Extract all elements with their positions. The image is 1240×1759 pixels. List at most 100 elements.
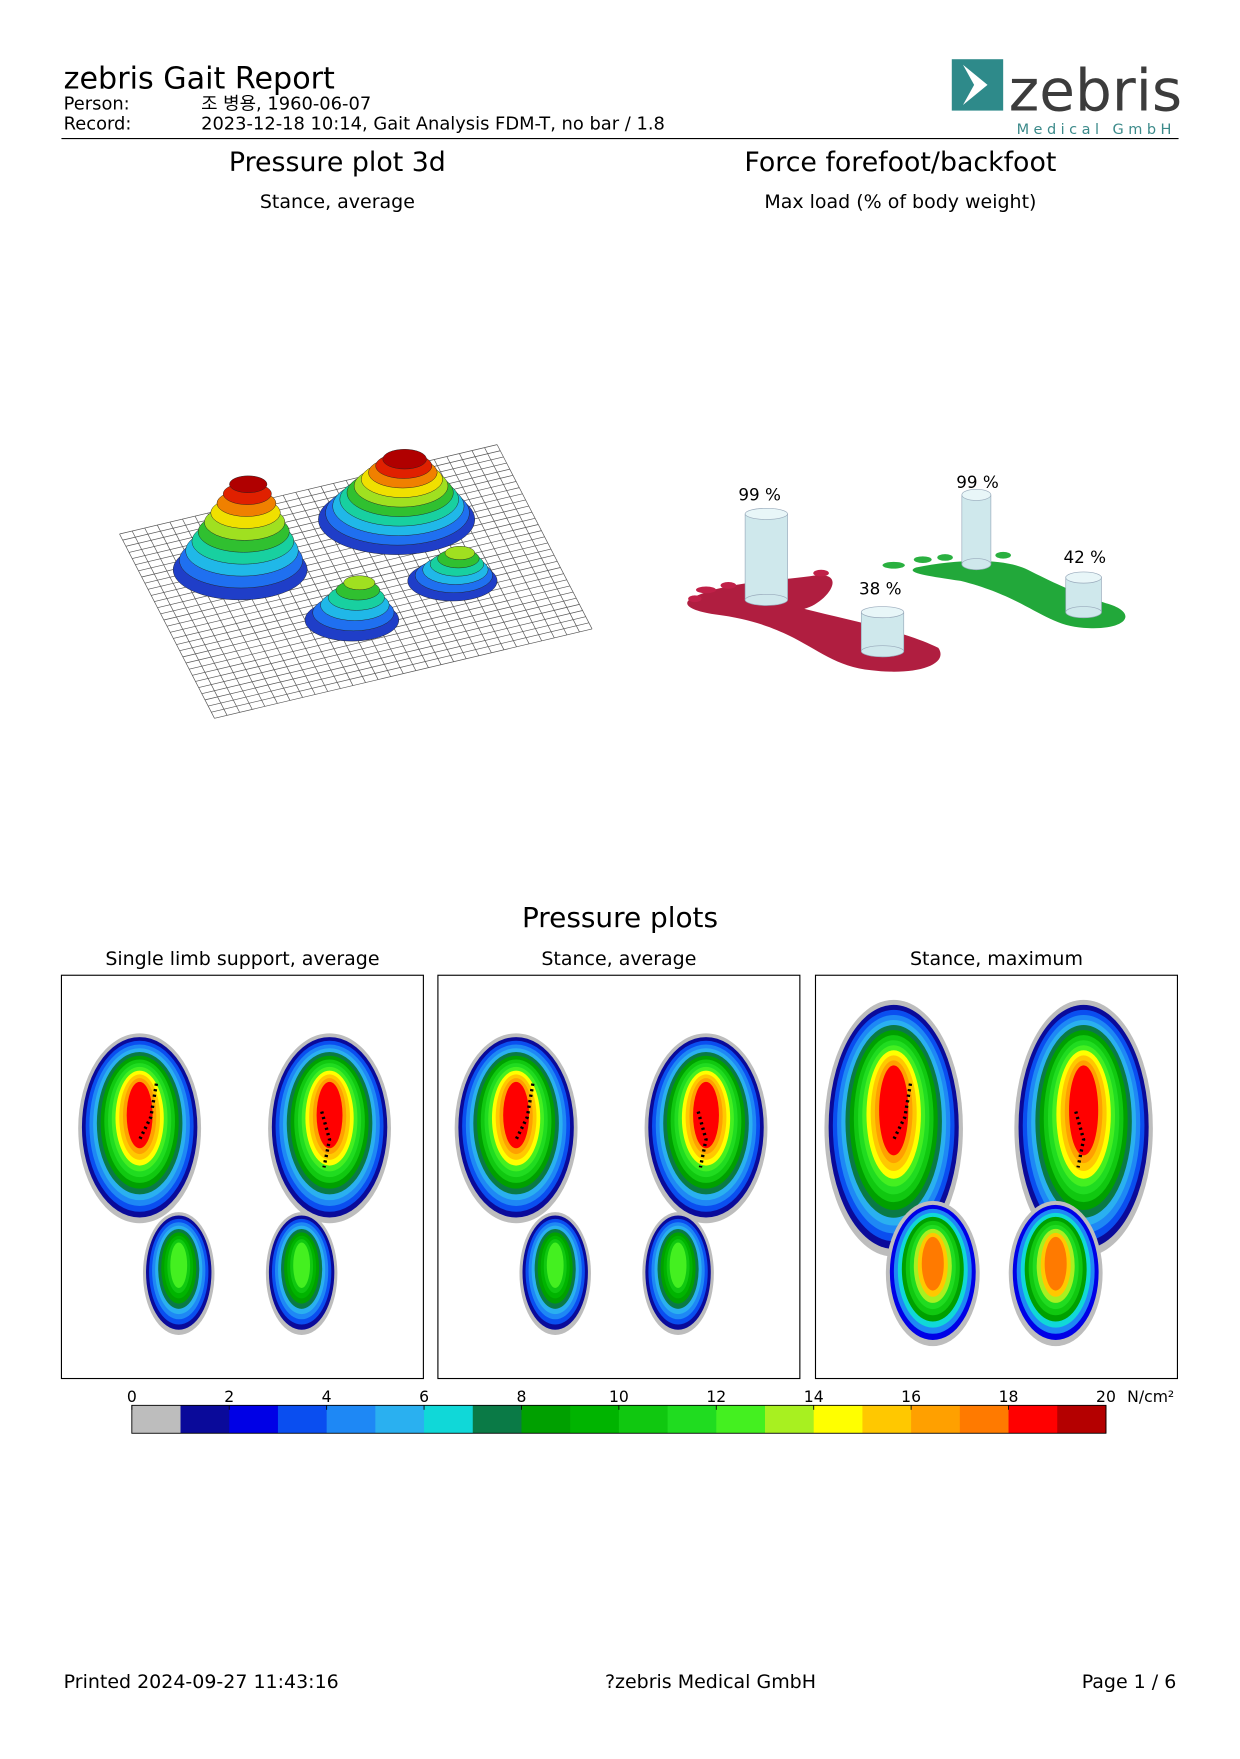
pressure-contour — [669, 1242, 687, 1288]
grid-line — [198, 597, 577, 688]
panel-frame — [437, 974, 801, 1380]
load-label: 42 % — [1063, 547, 1106, 567]
scale-cell — [375, 1405, 425, 1434]
scale-cell — [911, 1405, 961, 1434]
load-label: 38 % — [859, 578, 902, 598]
logo-sub: Medical GmbH — [1017, 122, 1176, 138]
load-cylinder — [961, 494, 992, 565]
mound-layer — [229, 475, 268, 493]
footer-page: Page 1 / 6 — [1082, 1671, 1177, 1693]
grid-line — [201, 604, 580, 695]
mound-layer — [382, 449, 427, 470]
panel-title: Stance, average — [541, 948, 696, 970]
cop-trace — [514, 1083, 708, 1168]
scale-cell — [716, 1405, 766, 1434]
logo-arrow — [962, 64, 988, 106]
grid-line — [459, 453, 555, 639]
scale-cell — [813, 1405, 863, 1434]
load-cylinder — [860, 611, 905, 652]
load-cylinder-top — [1065, 571, 1102, 584]
scale-cell — [570, 1405, 620, 1434]
pressure-3d-plot — [119, 444, 593, 719]
pressure-contour — [921, 1236, 944, 1291]
section-subtitle: Stance, average — [260, 191, 415, 213]
person-label: Person: — [64, 93, 130, 114]
panel-title: Stance, maximum — [910, 948, 1083, 970]
pressure-contour — [293, 1242, 311, 1288]
pressure-contour — [546, 1242, 564, 1288]
scale-unit: N/cm² — [1127, 1387, 1174, 1406]
load-cylinder-bottom — [860, 645, 905, 658]
load-cylinder-top — [961, 488, 992, 501]
color-scale: 0 2 4 6 8 10 12 14 16 18 20 N/cm² — [127, 1387, 1174, 1434]
scale-cell — [618, 1405, 669, 1434]
grid-line — [446, 456, 543, 642]
pressure-contour — [1044, 1236, 1067, 1291]
grid-line — [208, 616, 586, 707]
scale-cell — [765, 1405, 815, 1434]
scale-cell — [1008, 1405, 1058, 1434]
pressure-panels: Single limb support, average Stance, aver… — [60, 948, 1178, 1380]
load-label: 99 % — [738, 484, 781, 504]
scale-tick-label: 20 — [1096, 1387, 1116, 1406]
load-cylinder-bottom — [744, 593, 788, 606]
scale-cell — [180, 1405, 230, 1434]
scale-tick-label: 14 — [804, 1387, 824, 1406]
scale-cell — [424, 1405, 474, 1434]
scale-tick-label: 12 — [706, 1387, 726, 1406]
grid-line — [214, 628, 593, 719]
pressure-contour — [316, 1081, 343, 1149]
pressure-contour — [170, 1242, 188, 1288]
load-cylinder-bottom — [961, 558, 992, 571]
pressure-contour — [1069, 1065, 1099, 1156]
scale-tick-label: 0 — [127, 1387, 137, 1406]
logo: zebris Medical GmbH — [951, 57, 1182, 138]
footer-copyright: ?zebris Medical GmbH — [605, 1671, 816, 1693]
scale-cell — [667, 1405, 717, 1434]
scale-cell — [277, 1405, 328, 1434]
scale-cell — [862, 1405, 912, 1434]
grid-line — [484, 447, 580, 633]
grid-line — [211, 622, 589, 713]
scale-tick-label: 6 — [419, 1387, 429, 1406]
mound-layer — [343, 575, 376, 591]
scale-tick-label: 16 — [901, 1387, 921, 1406]
scale-cell — [1057, 1405, 1107, 1434]
section-title: Pressure plots — [522, 901, 718, 934]
person: 조 병용, 1960-06-07 — [201, 93, 371, 114]
load-cylinder — [744, 513, 788, 601]
scale-cell — [521, 1405, 571, 1434]
scale-tick-label: 10 — [609, 1387, 629, 1406]
section-title: Pressure plot 3d — [229, 147, 446, 178]
load-label: 99 % — [956, 472, 999, 492]
record-label: Record: — [64, 114, 132, 135]
load-cylinder-top — [744, 507, 788, 520]
force-plot: 99 % 38 % 99 % 42 % — [687, 472, 1126, 672]
scale-cell — [131, 1405, 182, 1434]
scale-tick-label: 2 — [224, 1387, 234, 1406]
mound-layer — [444, 546, 475, 560]
scale-tick-label: 4 — [322, 1387, 332, 1406]
scale-cell — [472, 1405, 523, 1434]
load-cylinder-bottom — [1065, 606, 1102, 619]
logo-name: zebris — [1009, 57, 1182, 125]
pressure-contour — [126, 1081, 153, 1149]
scale-cell — [959, 1405, 1010, 1434]
pressure-contour — [693, 1081, 719, 1149]
panel-title: Single limb support, average — [105, 948, 379, 970]
cop-trace — [138, 1083, 332, 1168]
footer-printed: Printed 2024-09-27 11:43:16 — [64, 1671, 339, 1693]
section-title: Force forefoot/backfoot — [744, 147, 1056, 178]
scale-cell — [326, 1405, 376, 1434]
scale-tick-label: 18 — [999, 1387, 1019, 1406]
grid-line — [471, 450, 568, 636]
record: 2023-12-18 10:14, Gait Analysis FDM-T, n… — [201, 114, 665, 135]
report-title: zebris Gait Report — [64, 61, 335, 96]
panel-frame — [814, 974, 1178, 1380]
pressure-contour — [503, 1081, 530, 1149]
grid-line — [496, 444, 593, 630]
scale-tick-label: 8 — [516, 1387, 526, 1406]
scale-cell — [229, 1405, 279, 1434]
